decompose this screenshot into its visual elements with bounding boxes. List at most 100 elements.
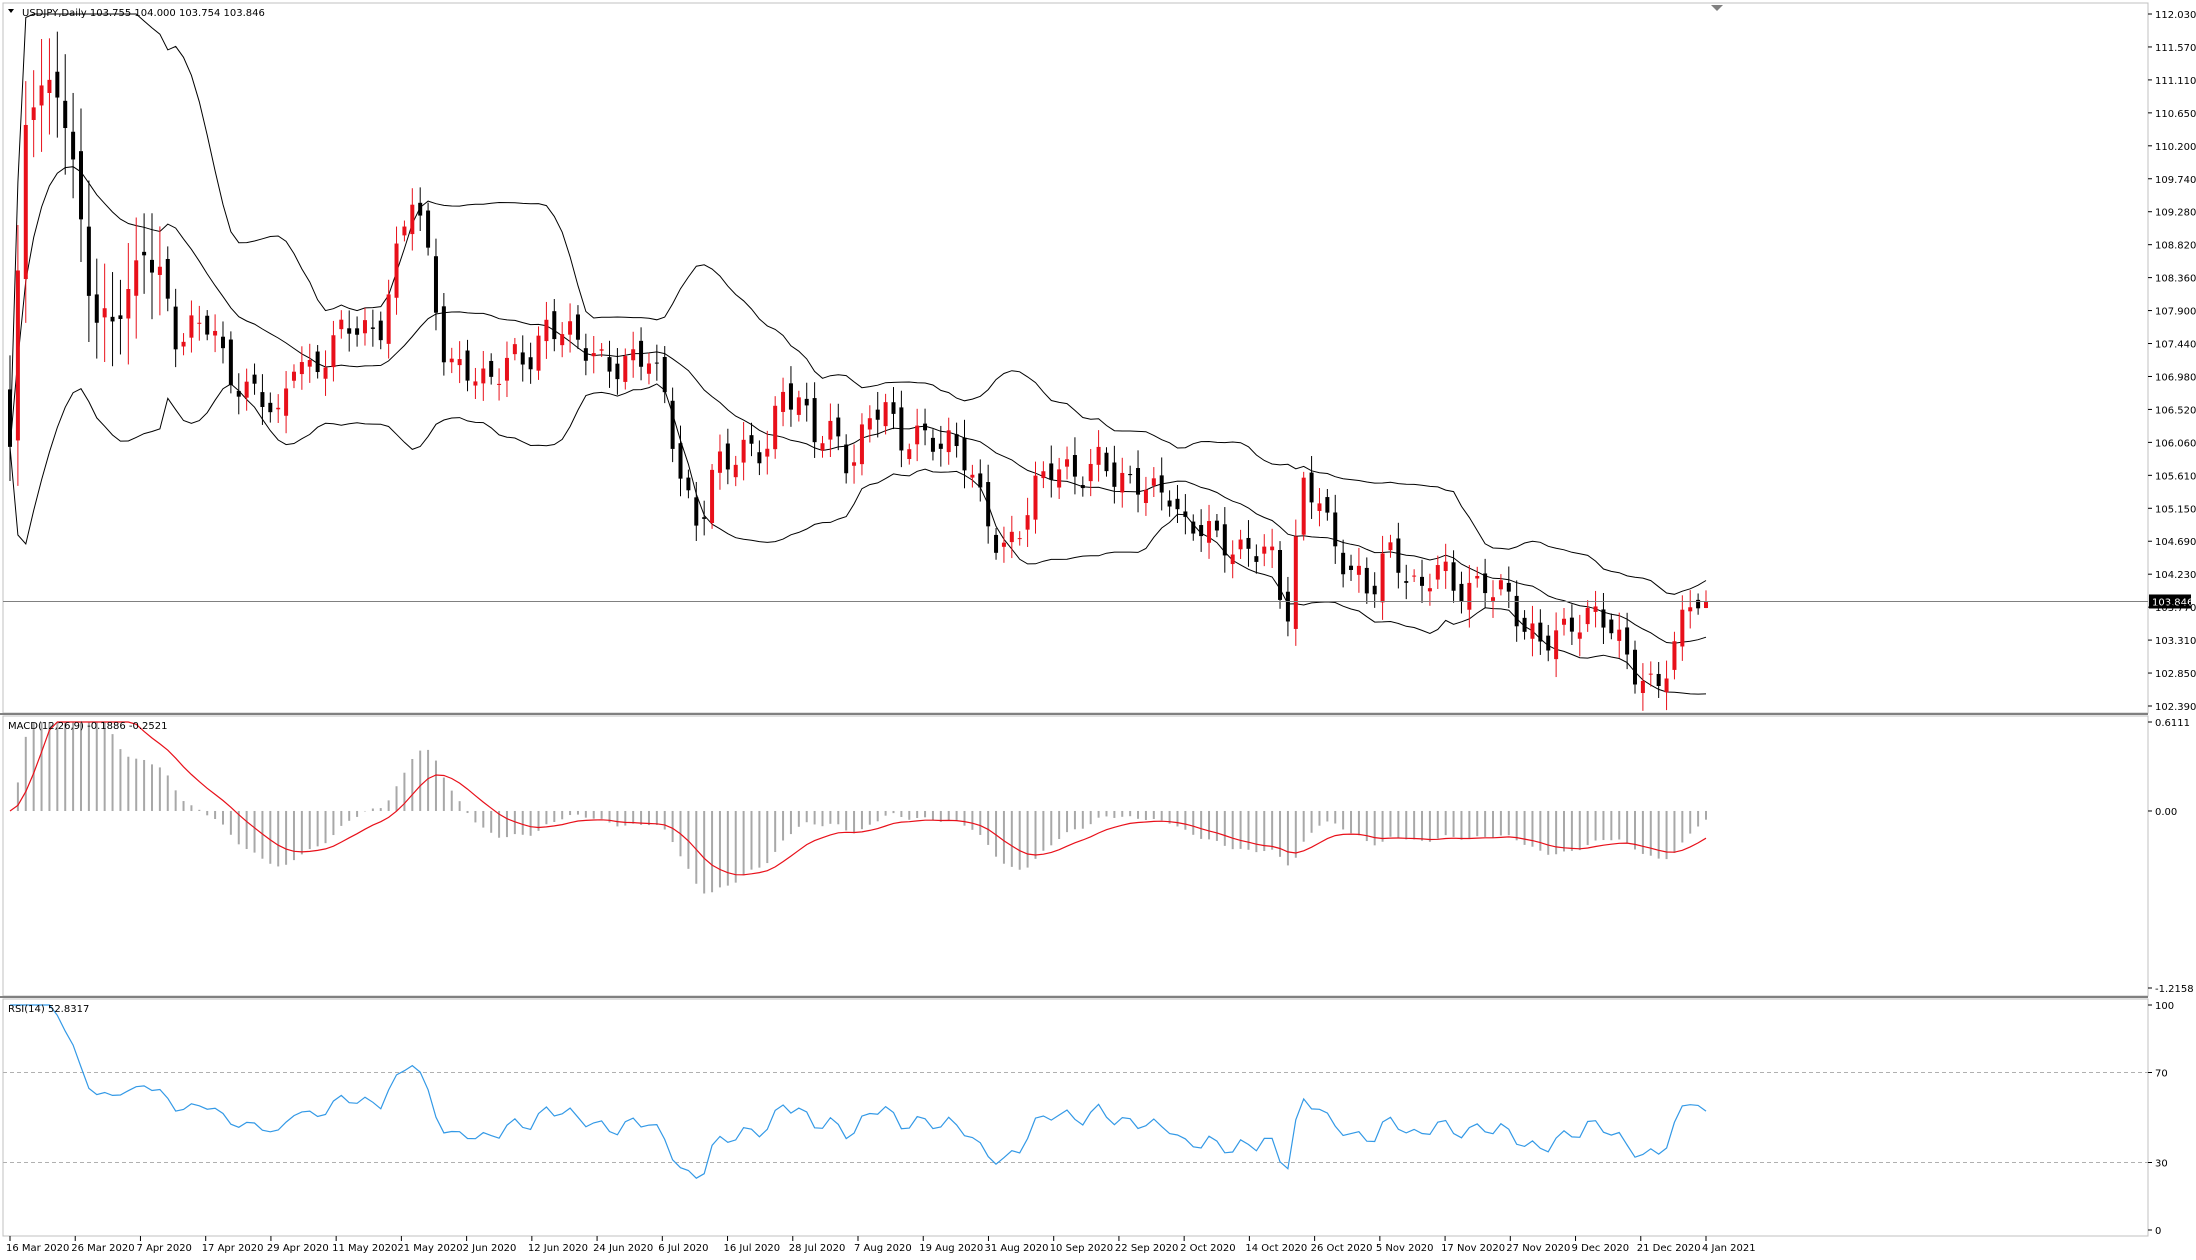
candle-body [386, 294, 391, 344]
candle-body [1309, 472, 1314, 503]
candle-body [315, 351, 320, 373]
time-tick-label: 10 Sep 2020 [1050, 1243, 1113, 1254]
candle-body [307, 360, 312, 367]
time-tick-label: 29 Apr 2020 [267, 1243, 329, 1254]
candle-body [1609, 619, 1614, 634]
candle-body [883, 402, 888, 427]
time-tick-label: 6 Jul 2020 [658, 1243, 708, 1254]
price-tick-label: 107.440 [2155, 340, 2196, 351]
candle-body [1199, 525, 1204, 537]
candle-body [134, 260, 139, 296]
candle-body [1625, 627, 1630, 655]
candle-body [725, 443, 730, 470]
candle-body [1104, 452, 1109, 472]
current-price-line: 103.846 [3, 594, 2193, 609]
macd-indicator [9, 721, 1707, 894]
candle-body [504, 357, 509, 381]
candle-body [31, 107, 36, 120]
candle-body [552, 311, 557, 340]
shift-marker-icon[interactable] [1711, 5, 1723, 11]
candle-body [512, 344, 517, 355]
candle-body [591, 353, 596, 357]
rsi-tick-label: 100 [2155, 1001, 2174, 1012]
candle-body [1420, 576, 1425, 586]
candle-body [994, 534, 999, 553]
price-tick-label: 106.980 [2155, 372, 2196, 383]
candle-body [228, 339, 233, 386]
candle-body [828, 420, 833, 440]
candle-body [1680, 609, 1685, 647]
candle-body [520, 352, 525, 365]
candle-body [694, 497, 699, 526]
candle-body [1057, 469, 1062, 488]
candle-body [867, 418, 872, 430]
candle-body [946, 430, 951, 453]
candle-body [213, 330, 218, 336]
candle-body [1080, 485, 1085, 489]
candle-body [449, 358, 454, 363]
candle-body [1672, 641, 1677, 670]
candle-body [781, 391, 786, 412]
candle-body [441, 306, 446, 363]
rsi-tick-label: 0 [2155, 1226, 2161, 1237]
candle-body [473, 381, 478, 386]
candle-body [678, 443, 683, 479]
bollinger-lower-band [9, 383, 1707, 695]
candle-body [1388, 542, 1393, 551]
main-price-axis: 112.030 111.570 111.110 110.650 110.200 109.7… [2148, 10, 2196, 713]
candle-body [923, 423, 928, 431]
candle-body [1128, 474, 1133, 476]
candle-body [1404, 581, 1409, 583]
candle-body [1151, 478, 1156, 486]
candle-body [481, 368, 486, 384]
candle-body [907, 449, 912, 460]
candle-body [639, 340, 644, 367]
candle-body [560, 334, 565, 346]
candle-body [1033, 475, 1038, 520]
price-tick-label: 105.610 [2155, 471, 2196, 482]
candle-body [1648, 673, 1653, 675]
candle-body [1593, 606, 1598, 612]
candle-body [433, 256, 438, 313]
rsi-panel-frame [2, 998, 2149, 1237]
candle-body [244, 381, 249, 398]
candle-body [1577, 632, 1582, 639]
candle-body [1001, 542, 1006, 547]
candle-body [804, 398, 809, 406]
candle-body [702, 517, 707, 519]
candle-body [1467, 582, 1472, 610]
candle-body [78, 151, 83, 220]
candle-body [268, 402, 273, 413]
current-price-label: 103.846 [2152, 597, 2193, 608]
candle-body [852, 462, 857, 466]
candle-body [623, 356, 628, 382]
candle-body [15, 270, 20, 441]
candle-body [418, 202, 423, 216]
time-tick-label: 4 Jan 2021 [1702, 1243, 1756, 1254]
price-tick-label: 109.740 [2155, 175, 2196, 186]
candle-body [954, 434, 959, 447]
candle-body [1246, 537, 1251, 549]
collapse-triangle-icon[interactable] [8, 9, 14, 13]
rsi-line [10, 1004, 1707, 1179]
candle-body [970, 474, 975, 478]
macd-panel-title: MACD(12,26,9) -0.1886 -0.2521 [8, 721, 168, 732]
candle-body [899, 407, 904, 451]
candle-body [1569, 617, 1574, 632]
candle-body [686, 477, 691, 491]
time-tick-label: 28 Jul 2020 [789, 1243, 846, 1254]
candle-body [323, 367, 328, 379]
time-tick-label: 17 Nov 2020 [1441, 1243, 1505, 1254]
candle-body [1325, 497, 1330, 513]
candle-body [23, 124, 28, 280]
main-panel-frame [2, 2, 2149, 714]
rsi-axis: 100 70 30 0 [2148, 1001, 2174, 1237]
macd-signal-line [9, 721, 1707, 876]
candle-body [1522, 617, 1527, 632]
candle-body [1191, 521, 1196, 534]
time-tick-label: 16 Mar 2020 [6, 1243, 69, 1254]
candle-body [741, 439, 746, 463]
candle-body [126, 289, 131, 319]
time-tick-label: 9 Dec 2020 [1572, 1243, 1630, 1254]
